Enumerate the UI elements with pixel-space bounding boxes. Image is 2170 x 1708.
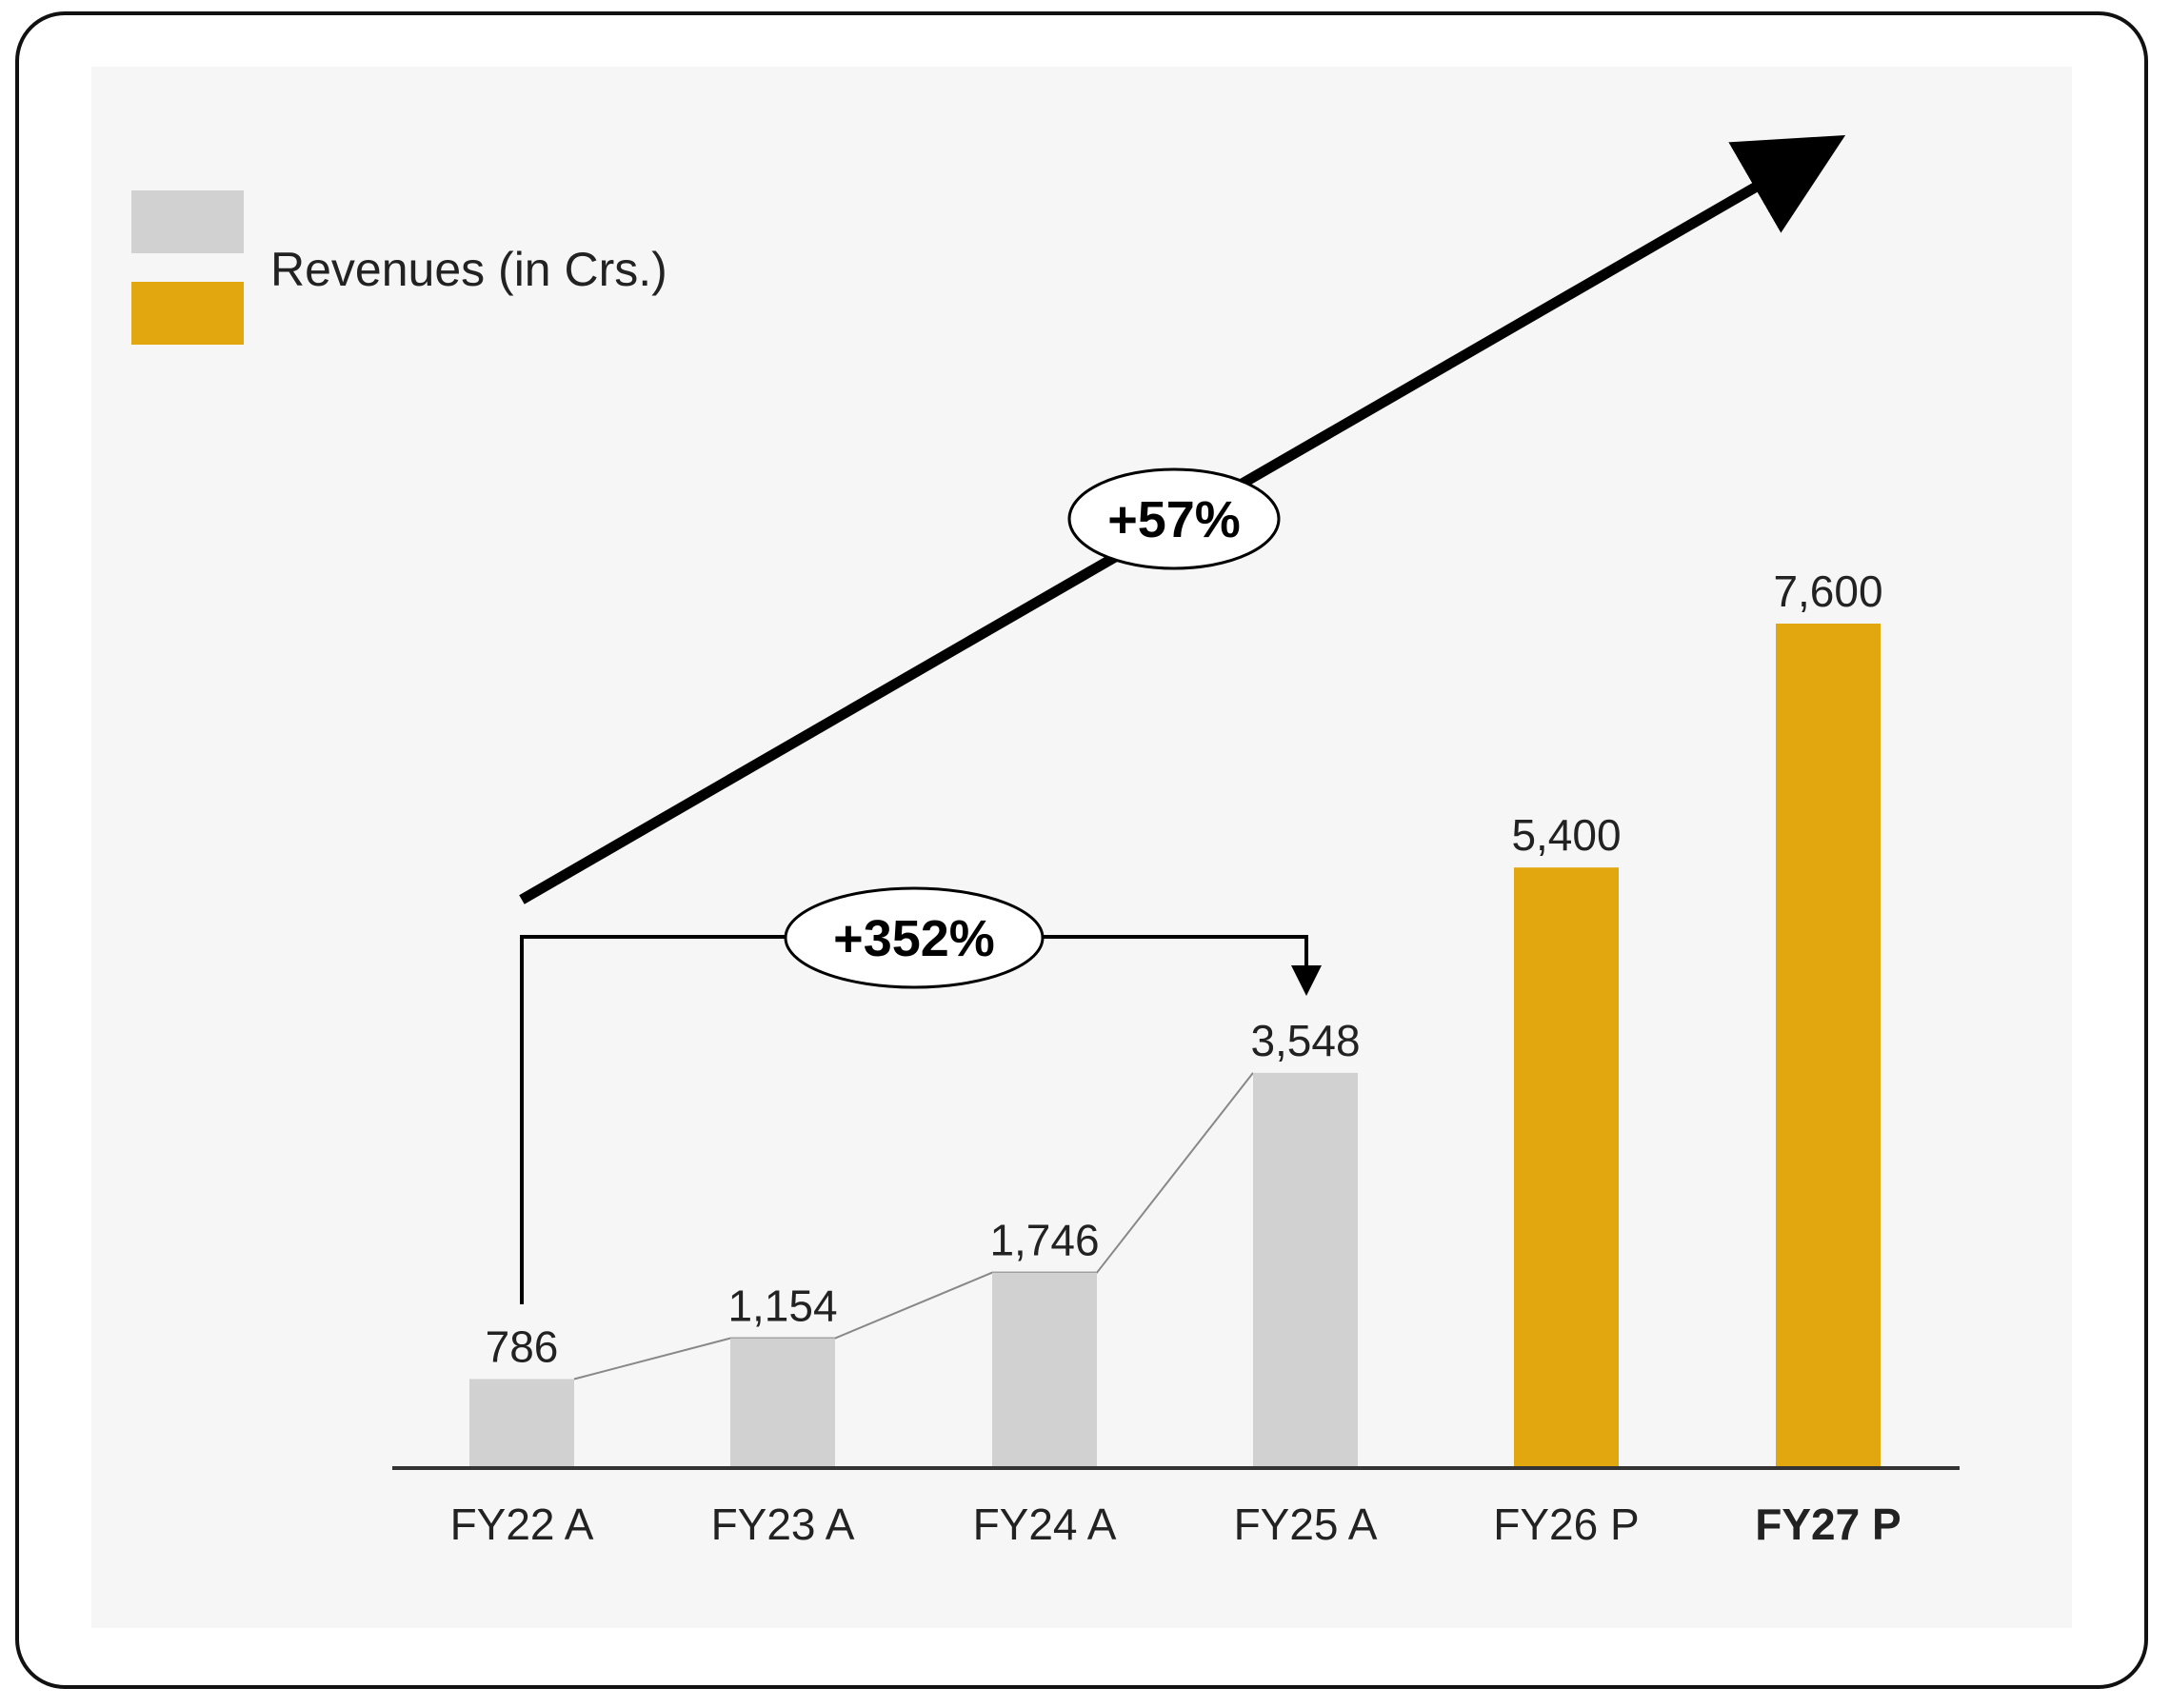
bar-fy26-p: [1514, 867, 1619, 1466]
actual-growth-bracket-arrowhead: [1291, 965, 1322, 996]
value-label: 786: [486, 1321, 559, 1371]
legend-label: Revenues (in Crs.): [270, 243, 667, 296]
category-label: FY26 P: [1493, 1499, 1639, 1549]
bar-fy27-p: [1776, 624, 1881, 1466]
overall-growth-badge: [1067, 467, 1281, 570]
bar-fy22-a: [469, 1379, 574, 1466]
bar-fy24-a: [992, 1272, 1097, 1466]
legend-swatch-actual: [131, 190, 244, 253]
value-label: 3,548: [1250, 1016, 1360, 1065]
value-label: 1,746: [989, 1216, 1099, 1265]
category-label: FY23 A: [711, 1499, 855, 1549]
category-label: FY22 A: [450, 1499, 594, 1549]
bar-fy23-a: [730, 1338, 835, 1466]
category-label: FY27 P: [1755, 1499, 1901, 1549]
overall-growth-label: +57%: [1107, 491, 1241, 548]
legend-swatch-projected: [131, 282, 244, 345]
value-label: 7,600: [1773, 566, 1882, 616]
trend-line: [573, 1072, 1254, 1380]
category-label: FY25 A: [1234, 1499, 1378, 1549]
value-label: 1,154: [727, 1281, 837, 1331]
actual-growth-badge: [784, 886, 1045, 989]
actual-growth-label: +352%: [833, 910, 995, 967]
actual-growth-bracket: [520, 935, 1308, 1304]
value-label: 5,400: [1511, 810, 1621, 860]
category-label: FY24 A: [973, 1499, 1117, 1549]
bar-fy25-a: [1253, 1072, 1358, 1466]
bars-group: 786 FY22 A 1,154 FY23 A 1,746 FY24 A 3,548 FY25…: [450, 566, 1901, 1549]
